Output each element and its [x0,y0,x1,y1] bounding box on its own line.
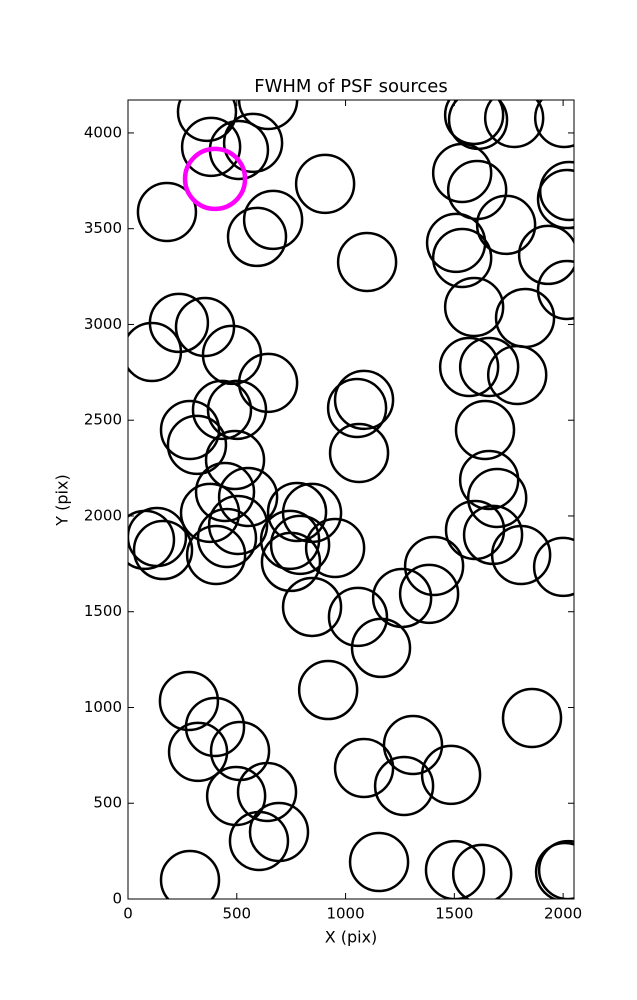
source-marker [294,153,356,215]
y-tick-label: 4000 [84,123,122,141]
source-marker [533,100,574,149]
source-marker [517,224,574,286]
source-marker [333,369,395,431]
source-marker [159,849,221,899]
source-marker [207,494,269,556]
source-marker [536,168,574,230]
y-tick-label: 3000 [84,315,122,333]
source-marker [490,524,552,586]
source-marker [226,206,288,268]
source-marker [336,231,398,293]
chart-title: FWHM of PSF sources [254,76,448,97]
x-tick-label: 1500 [435,905,473,923]
source-marker [466,467,528,529]
x-tick-label: 1000 [326,905,364,923]
y-tick-label: 3500 [84,219,122,237]
source-marker [194,461,256,523]
source-marker [304,517,366,579]
source-marker [475,194,537,256]
source-marker [242,189,304,251]
source-marker [266,481,328,543]
source-marker [431,227,493,289]
source-marker [159,399,221,461]
x-axis-label: X (pix) [325,928,378,947]
y-tick-label: 2000 [84,506,122,524]
source-marker [128,506,188,568]
source-marker [182,146,248,212]
source-marker [425,212,487,274]
source-marker [237,100,299,131]
source-marker [501,687,563,749]
y-tick-label: 2500 [84,411,122,429]
source-marker [128,321,183,383]
source-marker [348,831,410,893]
source-marker [532,536,574,598]
source-marker [458,336,520,398]
source-marker [451,843,513,899]
y-tick-label: 0 [112,890,122,908]
source-marker [269,514,331,576]
source-marker [443,100,505,146]
x-tick-label: 0 [123,905,133,923]
plot-frame [127,99,575,900]
source-marker [327,586,389,648]
source-marker [167,721,229,783]
y-axis-label: Y (pix) [53,474,72,526]
source-marker [217,466,279,528]
source-marker [483,100,545,149]
source-marker [185,524,247,586]
source-marker [222,112,284,174]
source-marker [431,142,493,204]
y-tick-label: 1500 [84,602,122,620]
source-marker [259,509,321,571]
source-marker [486,344,548,406]
source-marker [237,352,299,414]
source-marker [350,617,412,679]
y-tick-label: 1000 [84,698,122,716]
source-marker [326,377,388,439]
source-marker [158,670,220,732]
source-marker [248,801,310,863]
source-marker [398,563,460,625]
x-tick-label: 500 [222,905,251,923]
source-marker [420,744,482,806]
source-marker [166,414,228,476]
source-marker [403,535,465,597]
source-marker [236,761,298,823]
source-marker [184,696,246,758]
source-marker [534,841,574,899]
source-marker [373,755,435,817]
source-marker [333,737,395,799]
source-marker [424,839,486,899]
source-marker [536,259,574,321]
plot-area [128,100,574,899]
source-marker [537,839,574,899]
source-marker [458,449,520,511]
source-marker [382,714,444,776]
source-marker [328,422,390,484]
y-tick-label: 500 [93,794,122,812]
source-marker [136,181,198,243]
source-marker [179,482,241,544]
source-marker [281,576,343,638]
source-marker [260,531,322,593]
source-marker [443,276,505,338]
source-marker [454,399,516,461]
x-tick-label: 2000 [544,905,582,923]
source-marker [206,379,268,441]
source-marker [176,100,238,143]
source-marker [180,116,242,178]
source-marker [191,379,253,441]
source-marker [438,336,500,398]
source-marker [196,507,258,569]
source-marker [132,519,194,581]
source-marker [297,659,359,721]
source-marker [204,429,266,491]
